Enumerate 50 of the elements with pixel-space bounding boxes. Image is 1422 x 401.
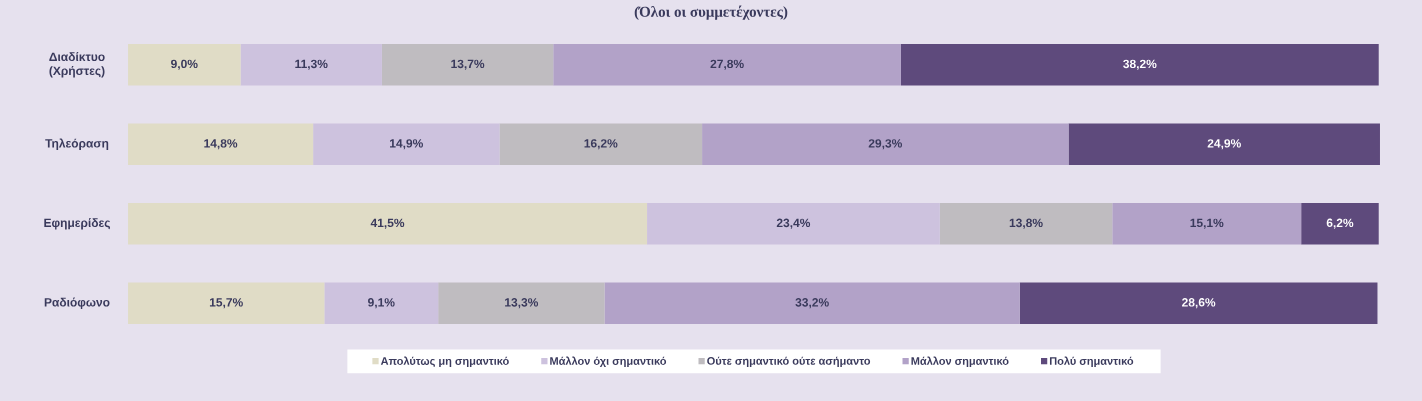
bar	[499, 123, 703, 165]
y-tick-label: Διαδίκτυο (Χρήστες)	[49, 52, 105, 78]
bar	[240, 44, 382, 86]
bar	[604, 282, 1020, 324]
data-label: 15,1%	[1190, 218, 1224, 229]
data-label: 38,2%	[1123, 59, 1157, 70]
legend-label: Μάλλον όχι σημαντικό	[550, 356, 667, 368]
data-label: 16,2%	[584, 139, 618, 150]
chart-title: (Όλοι οι συμμετέχοντες)	[634, 5, 788, 20]
y-tick-label: Ραδιόφωνο	[44, 297, 110, 309]
data-label: 9,0%	[171, 59, 198, 70]
data-label: 14,9%	[390, 139, 423, 150]
bar	[1019, 282, 1378, 324]
data-label: 27,8%	[710, 59, 744, 70]
data-label: 23,4%	[776, 218, 811, 229]
data-label: 28,6%	[1182, 298, 1216, 309]
bar	[128, 123, 314, 165]
legend-label: Πολύ σημαντικό	[1049, 356, 1134, 368]
bar	[553, 44, 901, 86]
data-label: 13,8%	[1009, 218, 1043, 229]
bar	[128, 44, 241, 86]
legend-label: Μάλλον σημαντικό	[911, 356, 1009, 368]
data-label: 29,3%	[868, 139, 903, 150]
data-label: 6,2%	[1326, 218, 1354, 229]
bar	[128, 282, 325, 324]
data-label: 14,8%	[204, 139, 238, 150]
legend-label: Ούτε σημαντικό ούτε ασήμαντο	[707, 356, 871, 367]
data-label: 11,3%	[295, 59, 328, 70]
data-label: 9,1%	[368, 298, 395, 309]
data-label: 24,9%	[1207, 139, 1241, 150]
bar	[324, 282, 439, 324]
bar	[702, 123, 1069, 165]
data-label: 41,5%	[370, 218, 405, 229]
bar	[939, 203, 1113, 245]
bar	[647, 203, 940, 245]
data-label: 13,3%	[505, 298, 539, 309]
bar	[900, 44, 1379, 86]
bar	[313, 123, 500, 165]
bar	[381, 44, 554, 86]
bar	[438, 282, 605, 324]
bar	[1112, 203, 1302, 245]
y-tick-label: Εφημερίδες	[44, 218, 110, 230]
bar	[1068, 123, 1380, 165]
data-label: 33,2%	[795, 298, 829, 309]
y-tick-label: Τηλεόραση	[45, 138, 109, 150]
data-label: 13,7%	[451, 59, 485, 70]
bar	[128, 203, 648, 245]
bar	[1301, 203, 1379, 245]
data-label: 15,7%	[209, 298, 243, 309]
legend-label: Απολύτως μη σημαντικό	[380, 356, 509, 368]
